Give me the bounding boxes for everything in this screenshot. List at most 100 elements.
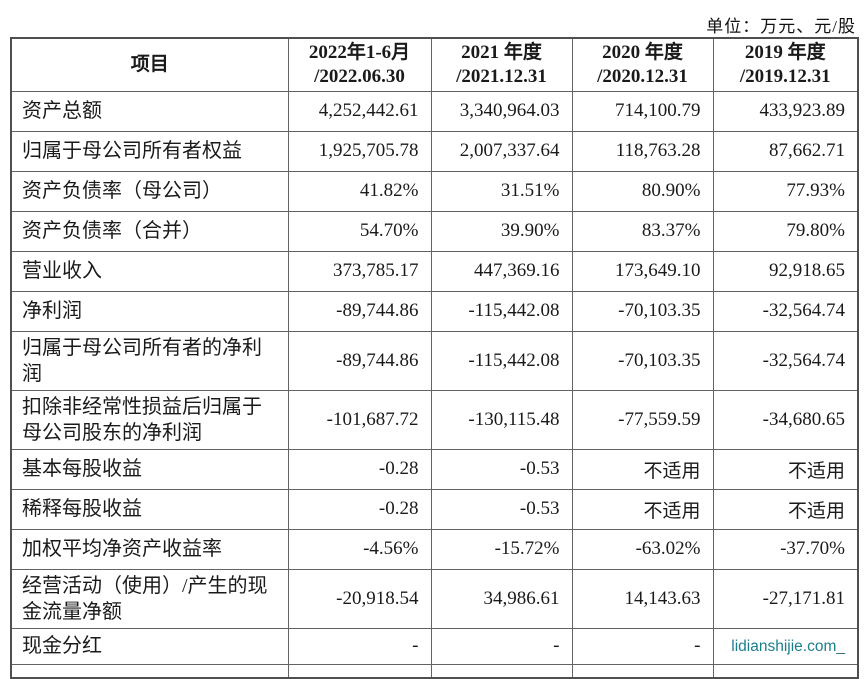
- value-text: -37.70%: [780, 538, 845, 559]
- value-text: -: [694, 635, 701, 656]
- table-row: 现金分红 - - - lidianshijie.com_: [10, 627, 859, 665]
- period-line2: /2020.12.31: [597, 65, 688, 87]
- value-text: -77,559.59: [618, 408, 701, 430]
- value-text: 77.93%: [786, 180, 845, 201]
- watermark-suffix: _: [836, 638, 845, 655]
- empty-cell: [430, 663, 573, 679]
- cell-value: -115,442.08: [430, 290, 573, 332]
- value-text: 31.51%: [500, 180, 560, 201]
- header-period: 2022年1-6月/2022.06.30: [287, 37, 432, 92]
- cell-value: 41.82%: [287, 170, 432, 212]
- value-text: -: [553, 635, 560, 656]
- cell-value: 80.90%: [571, 170, 714, 212]
- cell-value: 不适用: [712, 488, 859, 530]
- value-text: -0.53: [519, 498, 560, 519]
- value-text: -130,115.48: [468, 408, 560, 430]
- cell-value: lidianshijie.com_: [712, 627, 859, 665]
- row-label: 资产负债率（母公司）: [10, 170, 289, 212]
- row-label: 现金分红: [10, 627, 289, 665]
- cell-value: -34,680.65: [712, 389, 859, 450]
- table-row: 资产负债率（合并） 54.70% 39.90% 83.37% 79.80%: [10, 210, 859, 252]
- value-text: -101,687.72: [326, 408, 419, 430]
- value-text: -34,680.65: [762, 408, 845, 430]
- cell-value: -4.56%: [287, 528, 432, 570]
- cell-value: 433,923.89: [712, 90, 859, 132]
- cell-value: 87,662.71: [712, 130, 859, 172]
- table-row: 资产负债率（母公司） 41.82% 31.51% 80.90% 77.93%: [10, 170, 859, 212]
- cell-value: 14,143.63: [571, 568, 714, 629]
- value-text: -0.28: [378, 498, 419, 519]
- cell-value: -15.72%: [430, 528, 573, 570]
- row-label: 资产负债率（合并）: [10, 210, 289, 252]
- period-line1: 2022年1-6月: [308, 41, 411, 63]
- cell-value: 3,340,964.03: [430, 90, 573, 132]
- value-text: -0.28: [378, 458, 419, 479]
- value-text: 2,007,337.64: [459, 140, 560, 161]
- period-line2: /2022.06.30: [314, 65, 405, 87]
- unit-label: 单位：万元、元/股: [706, 17, 856, 36]
- cell-value: -20,918.54: [287, 568, 432, 629]
- value-text: 173,649.10: [615, 260, 701, 281]
- period-line2: /2021.12.31: [456, 65, 547, 87]
- table-row: 稀释每股收益 -0.28 -0.53 不适用 不适用: [10, 488, 859, 530]
- value-text: 373,785.17: [333, 260, 419, 281]
- value-text: -4.56%: [363, 538, 419, 559]
- cell-value: -0.28: [287, 448, 432, 490]
- value-text: -115,442.08: [468, 300, 560, 321]
- value-text: -: [412, 635, 419, 656]
- value-text: 不适用: [643, 500, 701, 522]
- value-text: -32,564.74: [762, 300, 845, 321]
- table-row: 净利润 -89,744.86 -115,442.08 -70,103.35 -32,56…: [10, 290, 859, 332]
- cell-value: -32,564.74: [712, 290, 859, 332]
- cell-value: -63.02%: [571, 528, 714, 570]
- row-label: 稀释每股收益: [10, 488, 289, 530]
- row-label: 资产总额: [10, 90, 289, 132]
- header-period: 2019 年度/2019.12.31: [712, 37, 859, 92]
- cell-value: 1,925,705.78: [287, 130, 432, 172]
- cell-value: -89,744.86: [287, 330, 432, 391]
- value-text: 4,252,442.61: [318, 100, 419, 121]
- value-text: -20,918.54: [336, 587, 419, 609]
- cell-value: 39.90%: [430, 210, 573, 252]
- value-text: 不适用: [787, 460, 845, 482]
- value-text: 1,925,705.78: [318, 140, 419, 161]
- value-text: 14,143.63: [624, 587, 701, 609]
- empty-cell: [10, 663, 289, 679]
- value-text: 87,662.71: [769, 140, 845, 161]
- cell-value: -0.28: [287, 488, 432, 530]
- row-label: 净利润: [10, 290, 289, 332]
- cell-value: -89,744.86: [287, 290, 432, 332]
- value-text: -0.53: [519, 458, 560, 479]
- cell-value: -130,115.48: [430, 389, 573, 450]
- value-text: 92,918.65: [769, 260, 845, 281]
- cell-value: -70,103.35: [571, 330, 714, 391]
- cell-value: -32,564.74: [712, 330, 859, 391]
- cell-value: -: [430, 627, 573, 665]
- cell-value: -0.53: [430, 488, 573, 530]
- watermark-link: lidianshijie.com_: [731, 638, 845, 656]
- cell-value: 373,785.17: [287, 250, 432, 292]
- cell-value: 77.93%: [712, 170, 859, 212]
- cell-value: -: [571, 627, 714, 665]
- value-text: 447,369.16: [474, 260, 560, 281]
- watermark-text: lidianshijie.com: [731, 638, 837, 655]
- row-label: 营业收入: [10, 250, 289, 292]
- value-text: 不适用: [787, 500, 845, 522]
- cell-value: -27,171.81: [712, 568, 859, 629]
- cell-value: 不适用: [571, 488, 714, 530]
- value-text: 34,986.61: [483, 587, 560, 609]
- cell-value: -: [287, 627, 432, 665]
- header-item-column: 项目: [10, 37, 289, 92]
- row-label: 扣除非经常性损益后归属于 母公司股东的净利润: [10, 389, 289, 450]
- cell-value: 92,918.65: [712, 250, 859, 292]
- cell-value: 79.80%: [712, 210, 859, 252]
- cell-value: -115,442.08: [430, 330, 573, 391]
- table-row: 归属于母公司所有者权益 1,925,705.78 2,007,337.64 118,7…: [10, 130, 859, 172]
- value-text: 41.82%: [359, 180, 419, 201]
- value-text: 不适用: [643, 460, 701, 482]
- cell-value: 83.37%: [571, 210, 714, 252]
- value-text: 80.90%: [641, 180, 701, 201]
- cell-value: -37.70%: [712, 528, 859, 570]
- value-text: 433,923.89: [759, 100, 846, 121]
- cell-value: -70,103.35: [571, 290, 714, 332]
